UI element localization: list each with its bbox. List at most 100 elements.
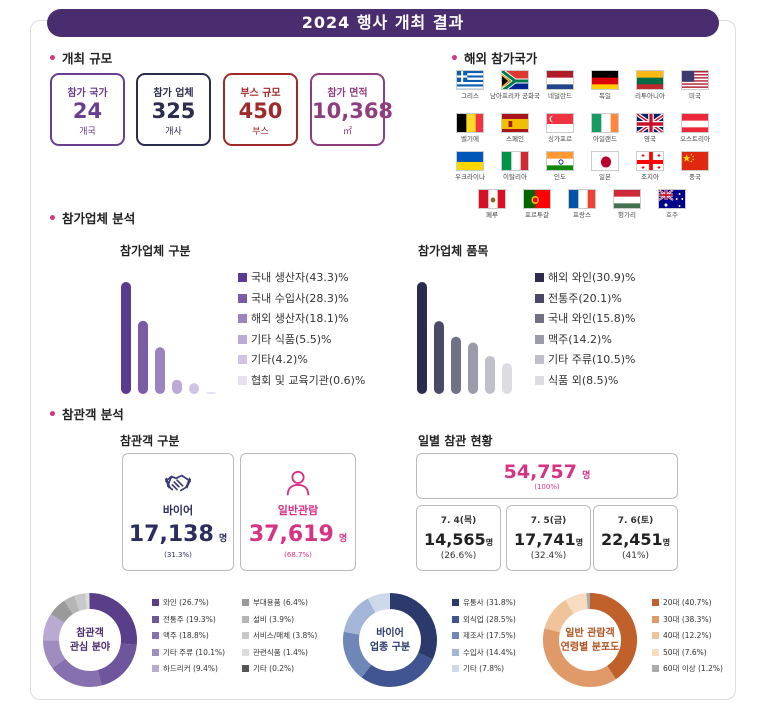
legend-label: 제조사 (17.5%) <box>463 631 516 640</box>
stat-value: 10,368 <box>312 99 394 123</box>
handshake-icon <box>164 474 192 492</box>
stat-value: 450 <box>238 99 283 123</box>
daily-visitor-card: 7. 5(금) 17,741명 (32.4%) <box>506 505 591 571</box>
section-title-countries: • 해외 참가국가 <box>450 51 538 67</box>
legend-item: 맥주(14.2)% <box>535 330 636 351</box>
stat-unit: ㎡ <box>342 127 352 137</box>
legend-label: 식품 외(8.5)% <box>548 373 619 387</box>
buyer-donut-label: 바이어 업종 구분 <box>369 628 411 653</box>
portugal-flag-icon <box>523 189 551 209</box>
legend-item: 제조사 (17.5%) <box>452 628 516 645</box>
donut-slice-하드리커 <box>43 614 65 641</box>
legend-swatch <box>652 665 659 672</box>
bar-전통주 <box>434 321 444 394</box>
legend-item: 30대 (38.3%) <box>652 612 723 629</box>
legend-label: 50대 (7.6%) <box>663 647 707 657</box>
stat-value: 325 <box>151 99 196 123</box>
legend-swatch <box>152 632 159 639</box>
legend-item: 하드리커 (9.4%) <box>152 661 225 678</box>
bar-국내 와인 <box>451 336 461 394</box>
legend-swatch <box>452 665 459 672</box>
flag-country-name: 아일랜드 <box>593 135 617 143</box>
legend-label: 20대 (40.7%) <box>663 598 712 607</box>
legend-label: 기타 주류 (10.1%) <box>163 647 226 657</box>
legend-item: 60대 이상 (1.2%) <box>652 661 723 678</box>
legend-label: 수입사 (14.4%) <box>463 647 516 657</box>
legend-item: 국내 생산자(43.3)% <box>238 268 365 289</box>
stat-value: 24 <box>72 99 103 123</box>
legend-label: 설비 (3.9%) <box>253 614 295 624</box>
flag-country-name: 일본 <box>599 173 611 181</box>
buyer-industry-donut <box>343 593 437 687</box>
legend-label: 기타 (0.2%) <box>253 664 295 673</box>
legend-item: 기타 (7.8%) <box>452 661 516 678</box>
day-unit: 명 <box>662 538 671 547</box>
age-donut-label: 일반 관람객 연령별 분포도 <box>560 628 620 653</box>
total-count: 54,757 <box>503 461 577 483</box>
legend-item: 유통사 (31.8%) <box>452 595 516 612</box>
flag-country-name: 리투아니아 <box>635 92 665 100</box>
buyer-card: 바이어 17,138 명 (31.3%) <box>122 453 234 571</box>
spain-flag-icon <box>501 113 529 133</box>
flag-country-name: 프랑스 <box>573 211 591 219</box>
section-title-exhibitors: • 참가업체 분석 <box>48 211 136 227</box>
legend-item: 기타 식품(5.5)% <box>238 330 365 351</box>
buyer-unit: 명 <box>218 534 228 544</box>
stat-card: 참가 국가 24 개국 <box>50 73 125 146</box>
flag-country-name: 독일 <box>599 92 611 100</box>
legend-label: 전통주 (19.3%) <box>163 614 216 624</box>
hungary-flag-icon <box>613 189 641 209</box>
legend-label: 기타 식품(5.5)% <box>251 332 332 346</box>
legend-swatch <box>238 273 247 282</box>
legend-item: 전통주(20.1)% <box>535 289 636 310</box>
legend-item: 기타(4.2)% <box>238 350 365 371</box>
stat-label: 참가 국가 <box>67 88 108 99</box>
legend-swatch <box>452 599 459 606</box>
exhibitor-type-bars <box>121 282 216 394</box>
exhibitor-type-legend: 국내 생산자(43.3)% 국내 수입사(28.3)% 해외 생산자(18.1)% 기… <box>238 268 365 391</box>
australia-flag-icon <box>658 189 686 209</box>
donut-slice-수입사 <box>343 598 376 636</box>
legend-swatch <box>652 632 659 639</box>
china-flag-icon <box>681 151 709 171</box>
buyer-pct: (31.3%) <box>164 551 192 559</box>
daily-visitor-card: 7. 4(목) 14,565명 (26.6%) <box>416 505 501 571</box>
exhibitor-item-legend: 해외 와인(30.9)% 전통주(20.1)% 국내 와인(15.8)% 맥주(14.… <box>535 268 636 391</box>
legend-item: 맥주 (18.8%) <box>152 628 225 645</box>
person-icon <box>286 470 310 496</box>
day-unit: 명 <box>575 538 584 547</box>
legend-item: 국내 와인(15.8)% <box>535 309 636 330</box>
day-count: 22,451 <box>600 530 663 549</box>
legend-label: 30대 (38.3%) <box>663 614 712 624</box>
legend-swatch <box>535 355 544 364</box>
legend-label: 국내 생산자(43.3)% <box>251 271 349 284</box>
general-count: 37,619 <box>248 522 334 547</box>
daily-visitor-card: 7. 6(토) 22,451명 (41%) <box>593 505 678 571</box>
legend-label: 협회 및 교육기관(0.6)% <box>251 373 366 387</box>
visitor-type-title: 참관객 구분 <box>120 434 180 448</box>
exhibitor-item-bars <box>417 282 512 394</box>
day-date: 7. 4(목) <box>440 516 477 526</box>
day-pct: (41%) <box>621 551 650 561</box>
legend-item: 해외 와인(30.9)% <box>535 268 636 289</box>
italy-flag-icon <box>501 151 529 171</box>
legend-swatch <box>238 293 247 303</box>
day-date: 7. 6(토) <box>617 516 654 526</box>
peru-flag-icon <box>478 189 506 209</box>
donut-slice-30대 <box>543 628 616 687</box>
ukraine-flag-icon <box>456 151 484 171</box>
legend-swatch <box>238 375 247 385</box>
bar-국내 수입사 <box>138 320 148 394</box>
buyer-industry-legend: 유통사 (31.8%) 외식업 (28.5%) 제조사 (17.5%) 수입사 (14… <box>452 595 516 678</box>
bar-해외 와인 <box>417 282 427 394</box>
legend-label: 유통사 (31.8%) <box>463 598 516 607</box>
bar-기타 식품 <box>172 379 182 394</box>
stat-card: 참가 업체 325 개사 <box>136 73 211 146</box>
flag-country-name: 인도 <box>554 173 566 181</box>
total-unit: 명 <box>582 471 591 481</box>
legend-label: 하드리커 (9.4%) <box>163 664 218 673</box>
stat-label: 참가 업체 <box>153 88 194 99</box>
austria-flag-icon <box>681 113 709 133</box>
legend-swatch <box>535 314 544 323</box>
legend-swatch <box>238 334 247 344</box>
